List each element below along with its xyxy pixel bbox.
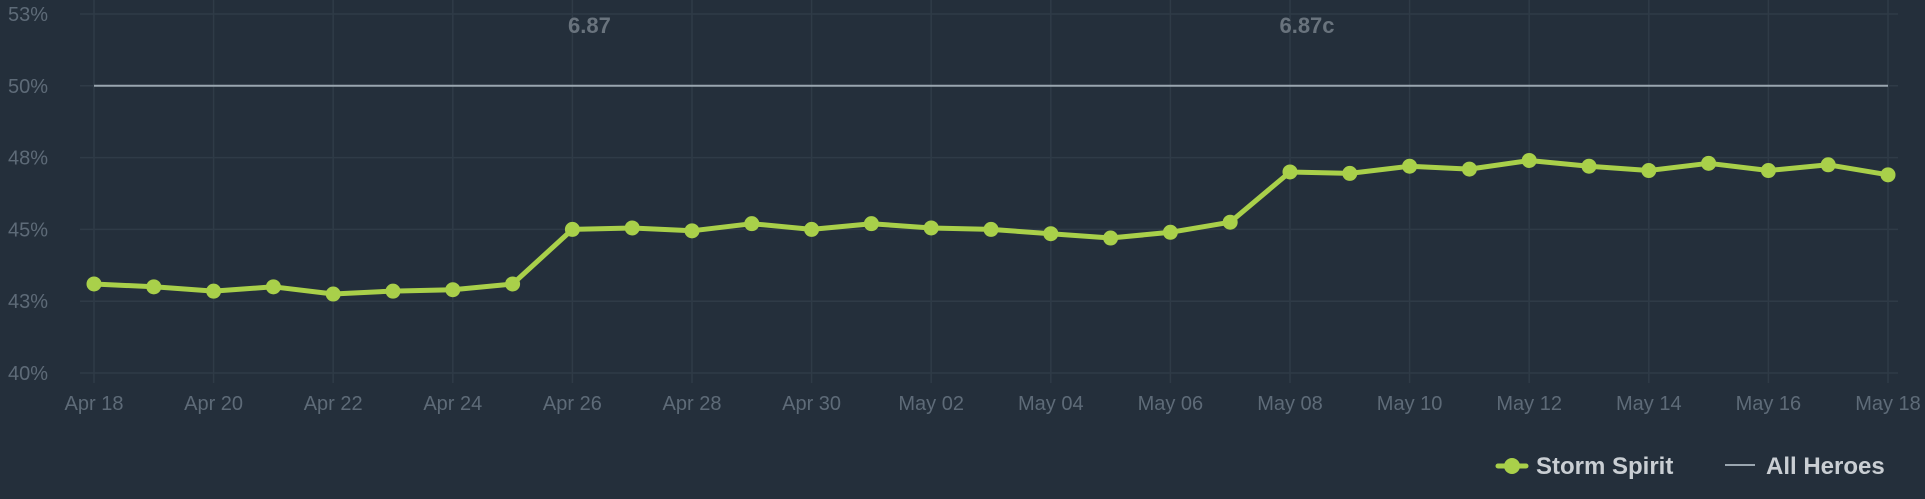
data-point — [804, 221, 820, 237]
data-point — [1043, 226, 1059, 242]
data-point — [983, 221, 999, 237]
y-tick-label: 43% — [8, 291, 48, 313]
data-point — [146, 279, 162, 295]
data-point — [744, 216, 760, 232]
data-point — [1581, 158, 1597, 174]
data-point — [684, 223, 700, 239]
x-tick-label: May 02 — [898, 393, 964, 415]
data-point — [1461, 161, 1477, 177]
data-point — [1222, 214, 1238, 230]
data-point — [265, 279, 281, 295]
legend[interactable]: Storm Spirit All Heroes — [1495, 453, 1885, 480]
version-annotation: 6.87 — [568, 13, 611, 38]
data-point — [1820, 157, 1836, 173]
x-tick-label: Apr 28 — [663, 393, 722, 415]
x-tick-label: May 10 — [1377, 393, 1443, 415]
data-point — [86, 276, 102, 292]
data-point — [1162, 224, 1178, 240]
data-point — [1282, 164, 1298, 180]
y-axis-ticks: 40% 43% 45% 48% 50% 53% — [8, 4, 48, 385]
data-point — [863, 216, 879, 232]
data-point — [1342, 165, 1358, 181]
x-tick-label: Apr 22 — [304, 393, 363, 415]
x-tick-label: Apr 24 — [423, 393, 482, 415]
data-point — [1521, 152, 1537, 168]
x-axis-ticks: Apr 18 Apr 20 Apr 22 Apr 24 Apr 26 Apr 28 Apr … — [65, 393, 1921, 415]
data-point — [624, 220, 640, 236]
data-point — [1402, 158, 1418, 174]
x-tick-label: Apr 30 — [782, 393, 841, 415]
version-annotations: 6.87 6.87c — [568, 13, 1335, 38]
data-point — [1880, 167, 1896, 183]
data-point — [325, 286, 341, 302]
legend-label-all-heroes: All Heroes — [1766, 453, 1885, 480]
legend-label-storm-spirit: Storm Spirit — [1536, 453, 1673, 480]
x-tick-label: May 16 — [1736, 393, 1802, 415]
x-tick-label: Apr 26 — [543, 393, 602, 415]
x-tick-label: Apr 18 — [65, 393, 124, 415]
version-annotation: 6.87c — [1279, 13, 1334, 38]
x-tick-label: May 14 — [1616, 393, 1682, 415]
y-tick-label: 48% — [8, 148, 48, 170]
data-point — [1760, 163, 1776, 179]
x-tick-label: May 04 — [1018, 393, 1084, 415]
x-tick-label: Apr 20 — [184, 393, 243, 415]
grid-lines — [80, 0, 1898, 383]
data-point — [1641, 163, 1657, 179]
data-point — [445, 282, 461, 298]
data-point — [505, 276, 521, 292]
legend-marker-storm-spirit — [1504, 458, 1520, 474]
x-tick-label: May 08 — [1257, 393, 1323, 415]
y-tick-label: 53% — [8, 4, 48, 26]
data-point — [564, 221, 580, 237]
x-tick-label: May 06 — [1138, 393, 1204, 415]
data-point — [1103, 230, 1119, 246]
series-lines — [86, 84, 1896, 302]
data-point — [385, 283, 401, 299]
x-tick-label: May 12 — [1496, 393, 1562, 415]
y-tick-label: 50% — [8, 76, 48, 98]
x-tick-label: May 18 — [1855, 393, 1921, 415]
y-tick-label: 40% — [8, 363, 48, 385]
y-tick-label: 45% — [8, 219, 48, 241]
data-point — [1701, 155, 1717, 171]
data-point — [923, 220, 939, 236]
data-point — [206, 283, 222, 299]
